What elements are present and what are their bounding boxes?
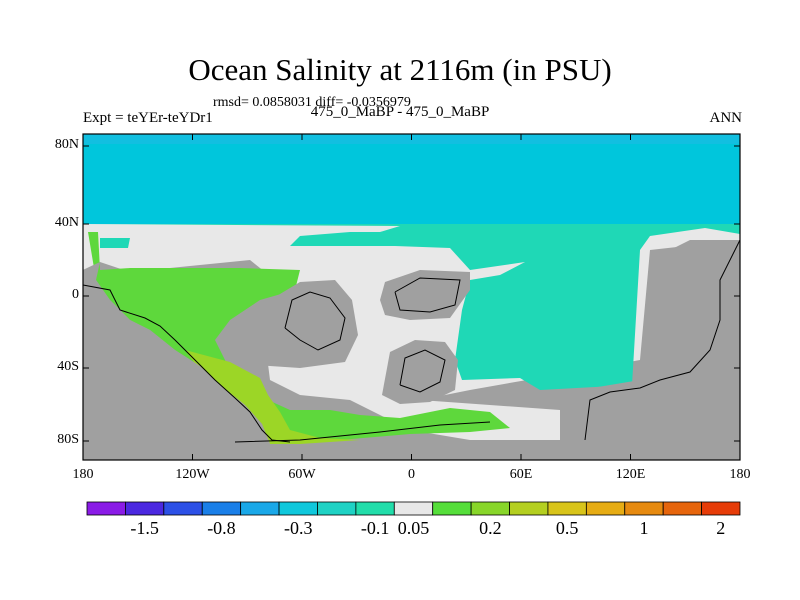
- coastline-east: [584, 239, 741, 441]
- colorbar-swatch: [125, 501, 165, 516]
- season-label: ANN: [709, 110, 743, 126]
- y-tick-label: 40N: [54, 215, 79, 230]
- colorbar-swatch: [86, 501, 126, 516]
- colorbar-swatch: [201, 501, 242, 516]
- x-tick-label: 180: [729, 467, 751, 482]
- coastline-west-mass: [284, 291, 346, 351]
- land-mass-west-coast: [83, 262, 280, 460]
- land-mass-west: [255, 280, 358, 368]
- colorbar-label: 1: [639, 518, 649, 538]
- colorbar: [86, 501, 741, 516]
- colorbar-label: -0.1: [360, 518, 390, 538]
- colorbar-swatch: [701, 501, 741, 516]
- axis-ticks: [82, 134, 741, 460]
- positive-ocean-lime: [185, 350, 360, 444]
- colorbar-label: 0.2: [479, 518, 502, 538]
- colorbar-swatch: [662, 501, 702, 516]
- colorbar-label: -0.8: [207, 518, 236, 538]
- colorbar-swatch: [509, 501, 549, 516]
- colorbar-label: -1.5: [130, 518, 159, 538]
- colorbar-label: 0.05: [397, 518, 430, 538]
- experiment-label: Expt = teYEr-teYDr1: [83, 110, 213, 126]
- colorbar-label: 2: [716, 518, 726, 538]
- negative-ocean-region: [83, 224, 740, 390]
- colorbar-swatch: [355, 501, 395, 516]
- land-mass-east: [560, 240, 740, 460]
- map-title: Ocean Salinity at 2116m (in PSU): [188, 52, 612, 87]
- coastline-west: [82, 284, 291, 443]
- colorbar-label: -0.3: [284, 518, 313, 538]
- colorbar-swatch: [624, 501, 664, 516]
- colorbar-swatch: [317, 501, 357, 516]
- negative-ocean-patch: [100, 238, 130, 248]
- land-mass-south: [382, 340, 458, 404]
- x-tick-label: 180: [72, 467, 94, 482]
- colorbar-swatch: [547, 501, 587, 516]
- coastline-south-mass: [399, 349, 446, 393]
- positive-ocean-green: [88, 232, 510, 442]
- colorbar-swatch: [432, 501, 472, 516]
- x-tick-label: 60W: [288, 467, 316, 482]
- stats-text: rmsd= 0.0858031 diff= -0.0356979: [213, 95, 411, 110]
- colorbar-swatch: [240, 501, 280, 516]
- colorbar-swatch: [278, 501, 318, 516]
- y-tick-label: 80N: [54, 137, 79, 152]
- colorbar-swatch: [393, 501, 434, 516]
- x-tick-label: 0: [408, 467, 415, 482]
- north-ocean-band: [83, 134, 740, 224]
- period-label: 475_0_MaBP - 475_0_MaBP: [310, 104, 490, 120]
- coastline-central: [394, 277, 461, 313]
- y-tick-label: 80S: [57, 432, 79, 447]
- colorbar-label: 0.5: [555, 518, 579, 538]
- colorbar-swatch: [470, 501, 510, 516]
- y-tick-label: 0: [72, 287, 79, 302]
- colorbar-swatch: [585, 501, 626, 516]
- x-tick-label: 60E: [509, 467, 533, 482]
- coastline-antarctic: [234, 421, 491, 443]
- x-tick-label: 120W: [175, 467, 210, 482]
- colorbar-swatch: [163, 501, 203, 516]
- y-tick-label: 40S: [57, 359, 79, 374]
- x-tick-label: 120E: [615, 467, 646, 482]
